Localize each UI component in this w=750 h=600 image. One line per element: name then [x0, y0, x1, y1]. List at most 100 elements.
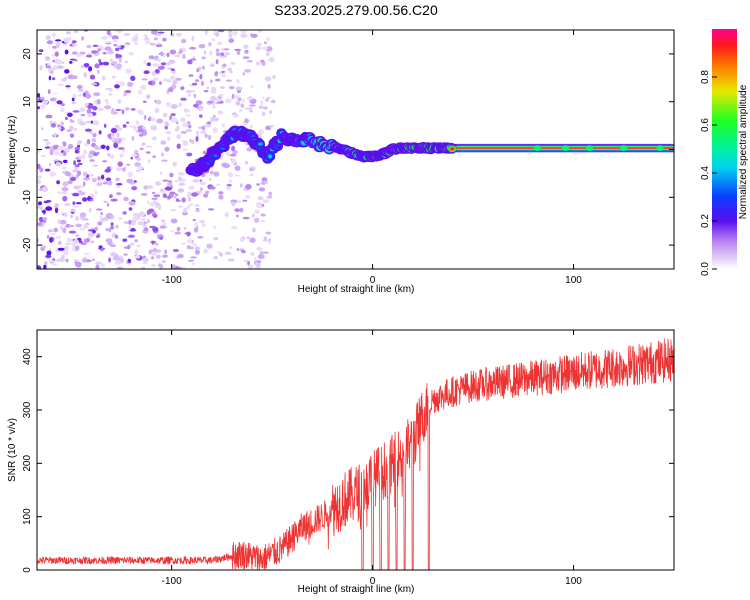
noise-speck — [106, 49, 114, 52]
noise-speck — [98, 59, 102, 63]
noise-speck — [182, 211, 187, 214]
noise-speck — [86, 44, 92, 49]
noise-speck — [57, 145, 65, 151]
noise-speck — [128, 219, 132, 225]
noise-speck — [234, 165, 241, 171]
noise-speck — [75, 164, 80, 168]
noise-speck — [241, 250, 246, 254]
noise-speck — [146, 62, 151, 66]
noise-speck — [242, 56, 250, 59]
noise-speck — [176, 32, 183, 37]
noise-speck — [254, 209, 260, 214]
noise-speck — [166, 136, 171, 141]
noise-speck — [138, 133, 144, 137]
noise-speck — [134, 33, 139, 37]
noise-speck — [111, 35, 119, 40]
noise-speck — [137, 213, 141, 219]
noise-speck — [64, 69, 70, 74]
noise-speck — [156, 58, 161, 63]
noise-speck — [144, 40, 152, 45]
y-tick-label: -20 — [22, 237, 33, 252]
noise-speck — [153, 37, 158, 41]
noise-speck — [51, 77, 56, 81]
noise-speck — [101, 36, 108, 40]
noise-speck — [128, 225, 132, 229]
noise-speck — [231, 201, 236, 207]
noise-speck — [146, 200, 150, 204]
y-tick-label: 400 — [22, 348, 33, 365]
noise-speck — [177, 176, 182, 182]
x-tick-label: -100 — [162, 576, 182, 587]
noise-speck — [65, 258, 69, 263]
noise-speck — [113, 142, 119, 149]
noise-speck — [37, 237, 40, 243]
noise-speck — [148, 80, 153, 85]
noise-speck — [83, 72, 88, 78]
noise-speck — [151, 197, 158, 200]
noise-speck — [221, 123, 226, 128]
noise-speck — [161, 260, 166, 263]
noise-speck — [82, 181, 86, 187]
noise-speck — [242, 199, 248, 202]
x-tick-label: 0 — [370, 275, 376, 286]
noise-speck — [176, 226, 181, 232]
noise-speck — [97, 69, 100, 74]
noise-speck — [224, 212, 229, 218]
noise-speck — [207, 100, 214, 104]
noise-speck — [143, 34, 148, 38]
noise-speck — [75, 264, 82, 268]
noise-speck — [86, 139, 91, 145]
noise-speck — [191, 192, 199, 197]
noise-speck — [129, 229, 137, 232]
noise-speck — [49, 149, 54, 156]
noise-speck — [115, 54, 123, 58]
noise-speck — [57, 247, 65, 251]
noise-speck — [77, 84, 83, 90]
noise-speck — [41, 186, 49, 192]
noise-speck — [229, 30, 233, 33]
noise-speck — [205, 190, 210, 194]
noise-speck — [194, 249, 200, 255]
noise-speck — [266, 96, 271, 100]
noise-speck — [254, 257, 257, 261]
noise-speck — [231, 158, 237, 165]
noise-speck — [83, 252, 90, 256]
noise-speck — [102, 216, 109, 222]
noise-speck — [187, 124, 192, 129]
noise-speck — [69, 61, 73, 64]
noise-speck — [204, 30, 208, 36]
noise-speck — [123, 33, 131, 36]
noise-speck — [65, 116, 68, 120]
noise-speck — [122, 238, 128, 242]
noise-speck — [151, 240, 155, 245]
noise-speck — [73, 59, 78, 62]
noise-speck — [206, 86, 210, 90]
noise-speck — [272, 74, 276, 80]
noise-speck — [180, 130, 187, 134]
colorbar-tick-label: 0.0 — [700, 262, 711, 276]
noise-speck — [234, 208, 241, 213]
noise-speck — [96, 182, 103, 187]
noise-speck — [209, 63, 215, 68]
noise-speck — [52, 65, 58, 70]
noise-speck — [69, 133, 75, 138]
noise-speck — [124, 107, 130, 111]
noise-speck — [83, 238, 87, 244]
noise-speck — [54, 51, 59, 57]
noise-speck — [90, 82, 98, 86]
noise-speck — [149, 117, 156, 122]
noise-speck — [42, 217, 48, 221]
noise-speck — [198, 66, 202, 70]
noise-speck — [249, 125, 254, 128]
noise-speck — [56, 180, 60, 185]
noise-speck — [235, 100, 241, 106]
noise-speck — [72, 75, 78, 80]
noise-speck — [92, 133, 97, 138]
noise-speck — [104, 168, 111, 173]
noise-speck — [130, 108, 136, 111]
noise-speck — [89, 159, 95, 162]
noise-speck — [140, 85, 147, 90]
noise-speck — [190, 256, 198, 259]
noise-speck — [229, 246, 233, 249]
